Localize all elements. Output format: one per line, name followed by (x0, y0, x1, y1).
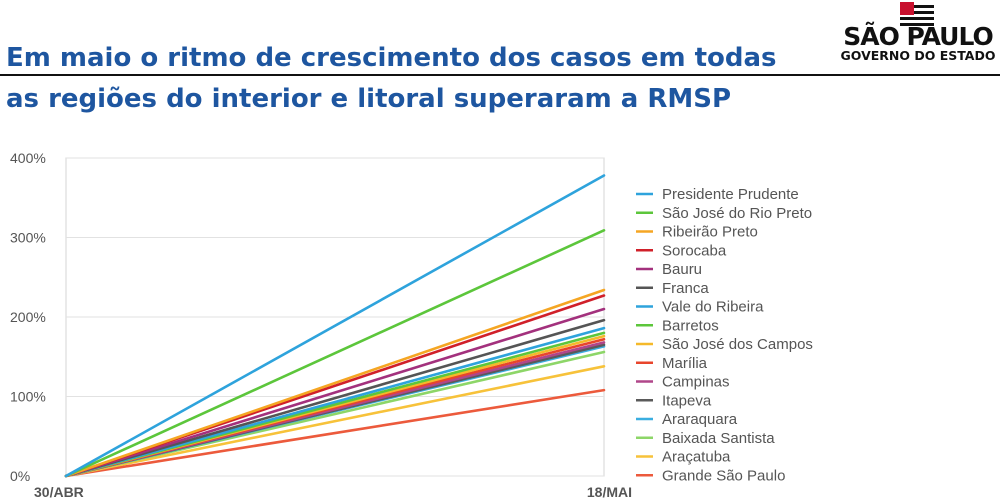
legend-label: São José do Rio Preto (662, 205, 812, 222)
y-tick-label: 400% (10, 150, 46, 166)
y-axis-ticks: 0% 100% 200% 300% 400% (10, 150, 46, 484)
legend-label: Presidente Prudente (662, 186, 799, 203)
legend-label: Baixada Santista (662, 430, 775, 447)
legend-label: Barretos (662, 317, 719, 334)
title-line-2: as regiões do interior e litoral superar… (6, 84, 732, 114)
series-line (64, 307, 606, 478)
chart-series-lines (64, 174, 606, 478)
y-tick-label: 0% (10, 468, 30, 484)
sao-paulo-logo: SÃO PAULO GOVERNO DO ESTADO (838, 2, 998, 66)
series-line (64, 364, 606, 478)
legend-label: Araçatuba (662, 449, 731, 466)
series-line (64, 229, 606, 478)
line-chart: 0% 100% 200% 300% 400% 30/ABR 18/MAI Presiden… (10, 150, 813, 500)
series-line (64, 288, 606, 478)
y-tick-label: 100% (10, 389, 46, 405)
chart-grid (65, 157, 605, 477)
x-tick-label: 30/ABR (34, 484, 84, 500)
legend-label: Itapeva (662, 392, 712, 409)
legend-label: Grande São Paulo (662, 467, 785, 484)
legend-label: Vale do Ribeira (662, 299, 764, 316)
legend-label: Franca (662, 280, 709, 297)
x-tick-label: 18/MAI (587, 484, 632, 500)
flag-canton (900, 2, 914, 15)
legend-label: São José dos Campos (662, 336, 813, 353)
y-tick-label: 300% (10, 230, 46, 246)
y-tick-label: 200% (10, 309, 46, 325)
title-divider (0, 74, 1000, 76)
page-title: Em maio o ritmo de crescimento dos casos… (6, 38, 777, 120)
series-line (64, 318, 606, 478)
legend-label: Bauru (662, 261, 702, 278)
legend-label: Marília (662, 355, 708, 372)
logo-name: SÃO PAULO (843, 22, 994, 51)
legend-label: Campinas (662, 374, 730, 391)
x-axis-ticks: 30/ABR 18/MAI (34, 484, 632, 500)
chart-legend: Presidente Prudente São José do Rio Preto… (636, 186, 813, 484)
series-line (64, 174, 606, 478)
legend-label: Ribeirão Preto (662, 224, 758, 241)
legend-label: Araraquara (662, 411, 738, 428)
title-line-1: Em maio o ritmo de crescimento dos casos… (6, 43, 777, 73)
logo-subtitle: GOVERNO DO ESTADO (840, 48, 996, 63)
series-line (64, 388, 606, 478)
legend-label: Sorocaba (662, 242, 727, 259)
